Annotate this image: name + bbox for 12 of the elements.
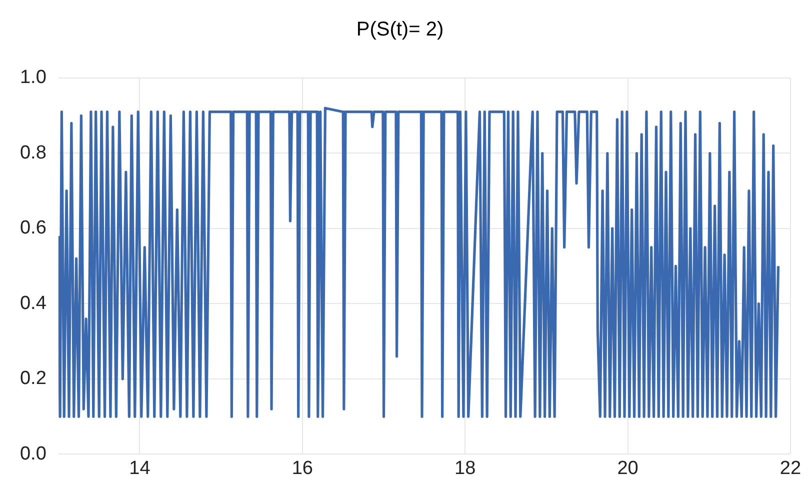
x-tick-label: 18 — [454, 458, 476, 479]
chart-title: P(S(t)= 2) — [356, 18, 444, 41]
y-tick-label: 0.8 — [20, 142, 46, 164]
y-tick-label: 0.4 — [20, 292, 47, 314]
y-tick-label: 1.0 — [20, 67, 46, 88]
y-tick-label: 0.6 — [20, 218, 46, 239]
y-tick-label: 0.2 — [20, 368, 46, 390]
x-tick-label: 22 — [780, 458, 802, 479]
x-tick-label: 16 — [292, 458, 313, 479]
x-tick-label: 14 — [129, 458, 151, 479]
x-tick-label: 20 — [617, 458, 638, 479]
y-tick-label: 0.0 — [20, 443, 46, 464]
